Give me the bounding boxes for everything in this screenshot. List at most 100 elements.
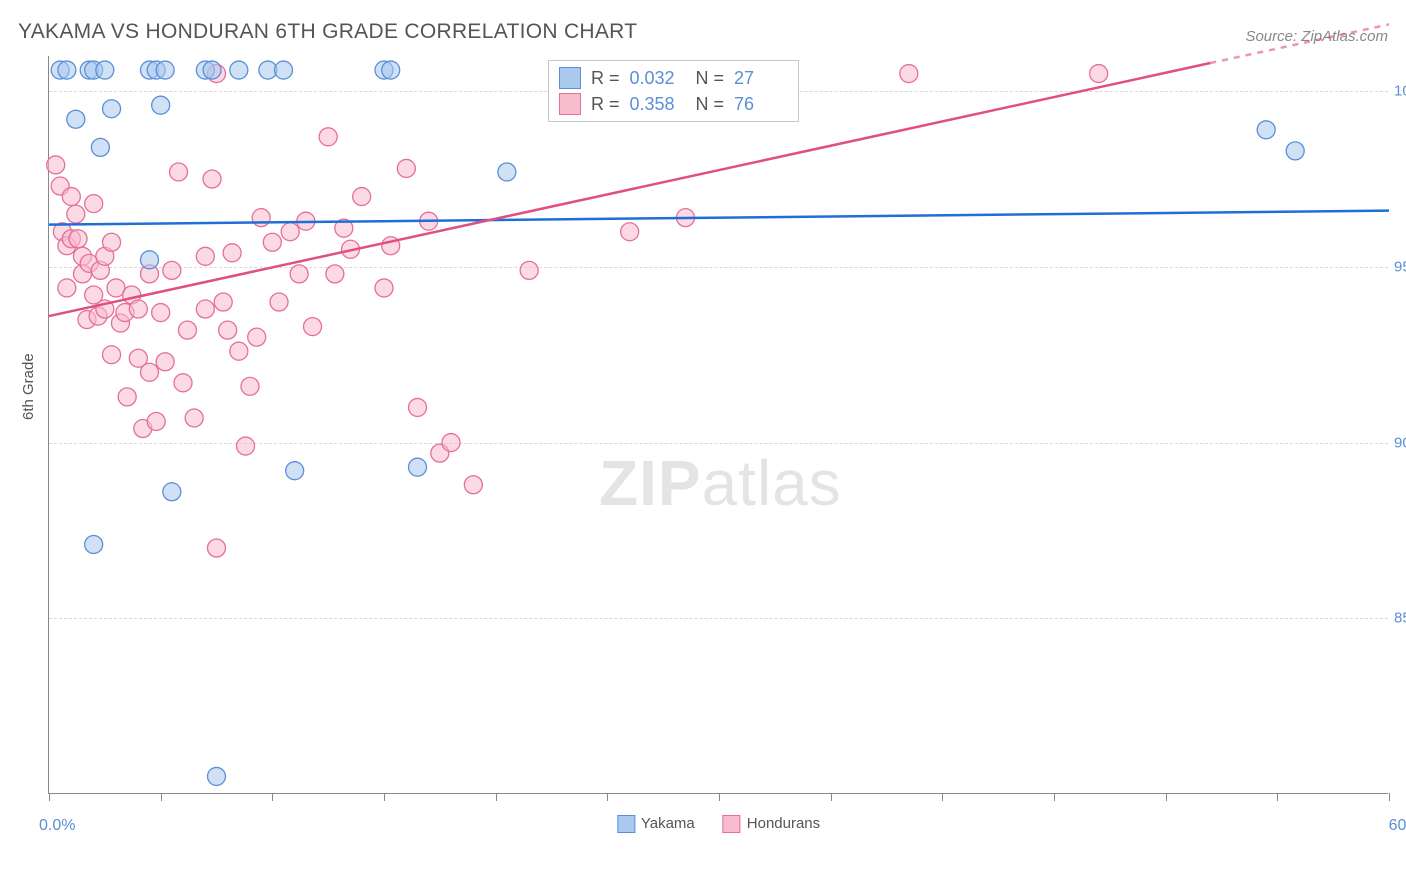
x-tick	[384, 793, 385, 801]
data-point	[163, 261, 181, 279]
n-value: 27	[734, 68, 784, 89]
data-point	[241, 377, 259, 395]
data-point	[203, 170, 221, 188]
data-point	[1257, 121, 1275, 139]
data-point	[214, 293, 232, 311]
data-point	[129, 300, 147, 318]
x-tick	[719, 793, 720, 801]
data-point	[1090, 65, 1108, 83]
legend-row: R =0.032N =27	[559, 65, 784, 91]
data-point	[85, 195, 103, 213]
data-point	[58, 61, 76, 79]
x-tick	[1389, 793, 1390, 801]
data-point	[147, 412, 165, 430]
data-point	[103, 346, 121, 364]
n-label: N =	[696, 68, 725, 89]
plot-area: ZIPatlas 85.0%90.0%95.0%100.0% 0.0% 60.0…	[48, 56, 1388, 794]
data-point	[141, 363, 159, 381]
data-point	[290, 265, 308, 283]
data-point	[103, 100, 121, 118]
chart-title: YAKAMA VS HONDURAN 6TH GRADE CORRELATION…	[18, 20, 637, 44]
trend-line	[49, 211, 1389, 225]
data-point	[230, 61, 248, 79]
data-point	[442, 434, 460, 452]
data-point	[174, 374, 192, 392]
data-point	[464, 476, 482, 494]
legend-item: Hondurans	[723, 815, 820, 833]
data-point	[1286, 142, 1304, 160]
n-label: N =	[696, 94, 725, 115]
data-point	[156, 353, 174, 371]
data-point	[58, 279, 76, 297]
data-point	[286, 462, 304, 480]
data-point	[208, 767, 226, 785]
y-tick-label: 85.0%	[1394, 610, 1406, 627]
x-tick	[1277, 793, 1278, 801]
data-point	[304, 318, 322, 336]
data-point	[621, 223, 639, 241]
data-point	[230, 342, 248, 360]
data-point	[275, 61, 293, 79]
x-tick	[1054, 793, 1055, 801]
data-point	[353, 188, 371, 206]
data-point	[196, 247, 214, 265]
correlation-legend: R =0.032N =27R =0.358N =76	[548, 60, 799, 122]
data-point	[900, 65, 918, 83]
x-axis-min-label: 0.0%	[39, 817, 75, 835]
data-point	[397, 159, 415, 177]
data-point	[91, 138, 109, 156]
legend-item: Yakama	[617, 815, 695, 833]
data-point	[281, 223, 299, 241]
legend-row: R =0.358N =76	[559, 91, 784, 117]
legend-swatch	[723, 815, 741, 833]
legend-swatch	[617, 815, 635, 833]
r-value: 0.358	[630, 94, 680, 115]
data-point	[103, 233, 121, 251]
data-point	[375, 279, 393, 297]
data-point	[196, 300, 214, 318]
y-tick-label: 100.0%	[1394, 83, 1406, 100]
y-axis-title: 6th Grade	[20, 353, 37, 420]
data-point	[96, 61, 114, 79]
data-point	[223, 244, 241, 262]
data-point	[85, 535, 103, 553]
data-point	[152, 96, 170, 114]
x-tick	[161, 793, 162, 801]
data-point	[208, 539, 226, 557]
chart-container: YAKAMA VS HONDURAN 6TH GRADE CORRELATION…	[0, 0, 1406, 892]
data-point	[67, 205, 85, 223]
r-label: R =	[591, 94, 620, 115]
data-point	[319, 128, 337, 146]
data-point	[163, 483, 181, 501]
data-point	[270, 293, 288, 311]
data-point	[118, 388, 136, 406]
data-point	[409, 398, 427, 416]
r-value: 0.032	[630, 68, 680, 89]
data-point	[178, 321, 196, 339]
data-point	[185, 409, 203, 427]
data-point	[62, 188, 80, 206]
x-tick	[942, 793, 943, 801]
data-point	[219, 321, 237, 339]
data-point	[248, 328, 266, 346]
bottom-legend: Yakama Hondurans	[617, 815, 820, 833]
data-point	[326, 265, 344, 283]
legend-label: Yakama	[641, 815, 695, 832]
x-tick	[49, 793, 50, 801]
legend-swatch	[559, 93, 581, 115]
x-tick	[272, 793, 273, 801]
y-tick-label: 95.0%	[1394, 258, 1406, 275]
data-point	[156, 61, 174, 79]
x-tick	[496, 793, 497, 801]
data-point	[152, 304, 170, 322]
x-tick	[831, 793, 832, 801]
source-label: Source: ZipAtlas.com	[1245, 28, 1388, 45]
data-point	[141, 251, 159, 269]
data-point	[67, 110, 85, 128]
y-tick-label: 90.0%	[1394, 434, 1406, 451]
data-point	[47, 156, 65, 174]
data-point	[263, 233, 281, 251]
legend-label: Hondurans	[747, 815, 820, 832]
data-point	[203, 61, 221, 79]
x-tick	[607, 793, 608, 801]
